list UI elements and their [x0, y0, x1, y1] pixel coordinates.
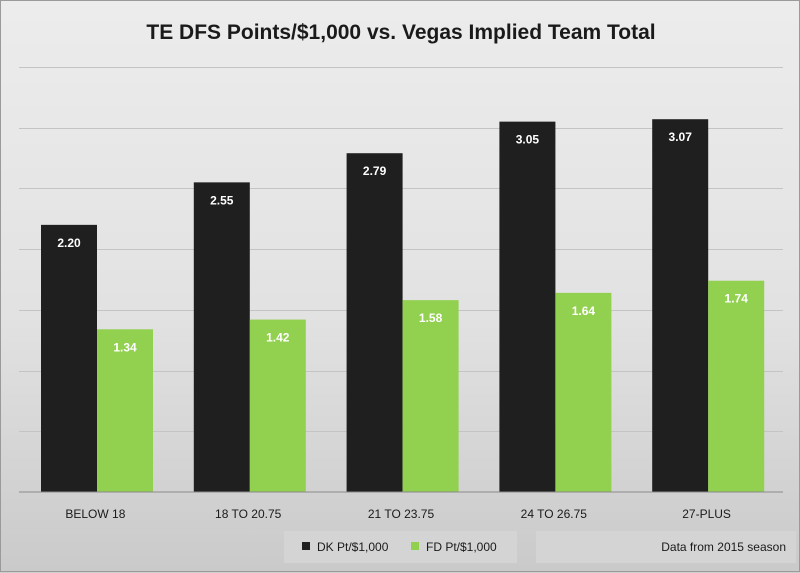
legend-swatch-dk	[302, 542, 310, 550]
bar-fd	[402, 300, 459, 492]
category-label: 18 TO 20.75	[215, 507, 282, 521]
legend-box	[284, 531, 517, 563]
bar-fd	[249, 319, 306, 492]
bar-dk	[193, 182, 250, 492]
bar-dk	[499, 121, 556, 493]
data-label: 3.05	[516, 133, 540, 147]
bar-dk	[346, 153, 403, 492]
bar-fd	[708, 280, 765, 492]
category-label: BELOW 18	[65, 507, 125, 521]
data-label: 1.64	[572, 304, 596, 318]
category-label: 27-PLUS	[682, 507, 731, 521]
data-label: 1.58	[419, 311, 443, 325]
data-label: 2.20	[57, 236, 81, 250]
category-labels: BELOW 18 18 TO 20.75 21 TO 23.75 24 TO 26.7…	[65, 507, 731, 521]
bars	[41, 119, 765, 493]
data-labels: 2.20 1.34 2.55 1.42 2.79 1.58 3.05 1.64 3.07 1.74	[57, 130, 748, 354]
source-note-box	[536, 531, 796, 563]
bar-fd	[555, 292, 612, 492]
bar-dk	[41, 224, 97, 492]
data-label: 2.55	[210, 193, 234, 207]
category-label: 21 TO 23.75	[368, 507, 435, 521]
chart-title: TE DFS Points/$1,000 vs. Vegas Implied T…	[146, 21, 655, 44]
category-label: 24 TO 26.75	[521, 507, 588, 521]
data-label: 3.07	[669, 130, 693, 144]
data-label: 1.42	[266, 331, 290, 345]
bar-fd	[97, 329, 153, 492]
data-label: 1.34	[113, 340, 137, 354]
legend-label-dk: DK Pt/$1,000	[317, 540, 389, 554]
legend: DK Pt/$1,000 FD Pt/$1,000	[284, 531, 517, 563]
data-label: 1.74	[725, 292, 749, 306]
bar-dk	[652, 119, 709, 492]
source-note: Data from 2015 season	[536, 531, 796, 563]
legend-swatch-fd	[411, 542, 419, 550]
legend-label-fd: FD Pt/$1,000	[426, 540, 497, 554]
data-label: 2.79	[363, 164, 387, 178]
source-note-text: Data from 2015 season	[661, 540, 786, 554]
